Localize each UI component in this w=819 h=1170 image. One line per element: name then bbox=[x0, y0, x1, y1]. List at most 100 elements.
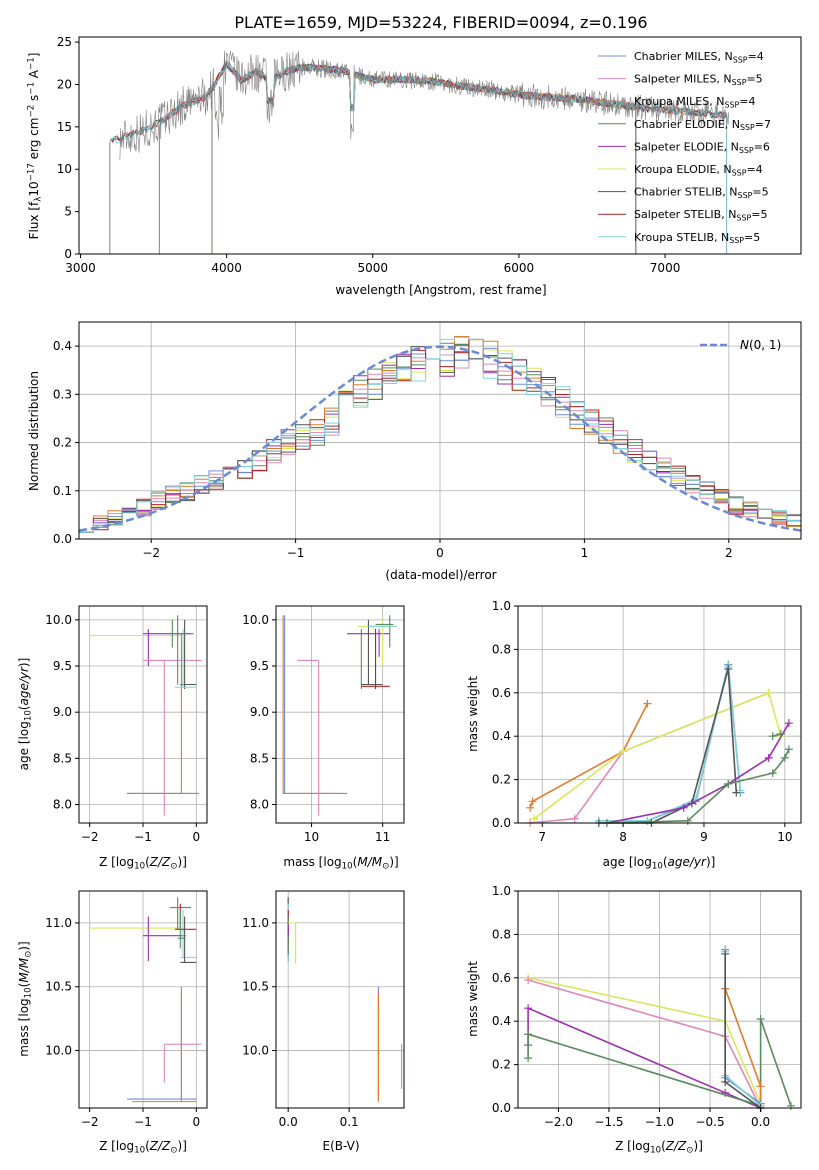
x-tick-label: 0.0 bbox=[751, 1115, 770, 1129]
weight-point bbox=[780, 753, 789, 762]
x-tick-label: 0 bbox=[193, 1115, 201, 1129]
y-tick-label: 0.4 bbox=[492, 1014, 511, 1028]
label-part: Chabrier ELODIE, N bbox=[634, 118, 740, 131]
y-tick-label: 25 bbox=[57, 35, 72, 49]
x-tick-label: −1 bbox=[134, 830, 152, 844]
label-part: Chabrier STELIB, N bbox=[634, 186, 738, 199]
label-part: 10 bbox=[342, 862, 353, 872]
y-axis-label: Flux [fλ10−17 erg cm−2 s−1 A−1] bbox=[26, 53, 43, 240]
label-part: age [log bbox=[603, 855, 652, 869]
label-part: 10 bbox=[24, 710, 34, 721]
model-line-kroupa_miles bbox=[150, 60, 736, 254]
weight-point bbox=[530, 814, 539, 823]
y-tick-label: 1.0 bbox=[492, 884, 511, 898]
label-part: ( bbox=[17, 983, 31, 988]
model-line-kroupa_elodie bbox=[203, 59, 645, 254]
x-tick-label: 3000 bbox=[65, 261, 96, 275]
label-part: N bbox=[740, 338, 749, 352]
label-part: −1 bbox=[26, 82, 36, 95]
label-part: SSP bbox=[736, 214, 751, 223]
y-tick-label: 0.8 bbox=[492, 642, 511, 656]
histogram-series bbox=[78, 336, 802, 539]
x-tick-label: 11 bbox=[375, 830, 390, 844]
weight-point bbox=[732, 788, 741, 797]
label-part: Salpeter ELODIE, N bbox=[634, 140, 739, 153]
label-part: Kroupa ELODIE, N bbox=[634, 163, 732, 176]
y-tick-label: 0.6 bbox=[492, 971, 511, 985]
label-part: SSP bbox=[738, 191, 753, 200]
y-tick-label: 1.0 bbox=[492, 599, 511, 613]
label-part: Z/Z bbox=[665, 1139, 687, 1153]
label-part: ( bbox=[145, 855, 150, 869]
label-part: =5 bbox=[751, 208, 767, 221]
label-part: age/yr bbox=[668, 855, 707, 869]
y-axis-label: age [log10(age/yr)] bbox=[17, 658, 34, 771]
label-part: ( bbox=[663, 855, 668, 869]
weight-line-chabrier_miles bbox=[598, 663, 742, 822]
label-part: 10 bbox=[652, 862, 663, 872]
x-tick-label: −2.0 bbox=[544, 1115, 573, 1129]
x-tick-label: 0.0 bbox=[279, 1115, 298, 1129]
weight-point bbox=[764, 753, 773, 762]
y-tick-label: 10.0 bbox=[242, 1044, 269, 1058]
label-part: SSP bbox=[739, 146, 754, 155]
y-tick-label: 10.5 bbox=[242, 980, 269, 994]
observed-spectrum-line bbox=[119, 50, 730, 160]
y-tick-label: 0.4 bbox=[53, 339, 72, 353]
x-tick-label: 8 bbox=[619, 830, 627, 844]
model-line-chabrier_elodie bbox=[203, 63, 645, 254]
text-layer: 3000 4000 5000 6000 70000510152025wavelength… bbox=[17, 35, 792, 1156]
y-tick-label: 9.0 bbox=[250, 705, 269, 719]
y-tick-label: 11.0 bbox=[45, 916, 72, 930]
weight-point bbox=[776, 730, 785, 739]
y-tick-label: 9.0 bbox=[53, 705, 72, 719]
weight-point bbox=[524, 975, 533, 984]
label-part: ( bbox=[353, 855, 358, 869]
axes-frame bbox=[78, 36, 802, 255]
weight-point bbox=[736, 786, 745, 795]
y-tick-label: 20 bbox=[57, 77, 72, 91]
label-part: ⊙ bbox=[170, 1146, 177, 1156]
y-tick-label: 11.0 bbox=[242, 916, 269, 930]
label-part: Salpeter MILES, N bbox=[634, 73, 732, 86]
y-tick-label: 0.1 bbox=[53, 484, 72, 498]
label-part: mass [log bbox=[283, 855, 341, 869]
legend-entry-normal: N(0, 1) bbox=[740, 338, 781, 352]
label-part: =5 bbox=[746, 73, 762, 86]
weight-line-kroupa_stelib bbox=[598, 665, 742, 822]
label-part: age/yr bbox=[17, 666, 31, 705]
z-age-series bbox=[89, 615, 202, 816]
weight-line-kroupa_miles bbox=[529, 703, 649, 809]
model-line-salpeter_elodie bbox=[203, 62, 645, 254]
label-part: )] bbox=[706, 855, 715, 869]
weight-point bbox=[768, 769, 777, 778]
weight-point bbox=[721, 949, 730, 958]
label-part: −2 bbox=[26, 105, 36, 118]
label-part: erg cm bbox=[27, 118, 41, 164]
y-axis-label: Normed distribution bbox=[27, 371, 41, 491]
legend-entry: Chabrier STELIB, NSSP=5 bbox=[634, 186, 769, 200]
weight-line-chabrier_stelib bbox=[724, 953, 762, 1109]
weight-point bbox=[724, 779, 733, 788]
label-part: Z [log bbox=[99, 1139, 134, 1153]
label-part: )] bbox=[389, 855, 398, 869]
label-part: M/M bbox=[357, 855, 382, 869]
normal-curve-line bbox=[78, 345, 802, 532]
weight-point bbox=[528, 797, 537, 806]
weight-point bbox=[721, 1077, 730, 1086]
y-tick-label: 0.0 bbox=[53, 532, 72, 546]
weight-point bbox=[786, 1101, 795, 1110]
legend-entry: Salpeter STELIB, NSSP=5 bbox=[634, 208, 767, 222]
legend-entry: Salpeter ELODIE, NSSP=6 bbox=[634, 140, 770, 154]
x-axis-label: Z [log10(Z/Z⊙)] bbox=[615, 1139, 703, 1156]
label-part: =5 bbox=[744, 231, 760, 244]
model-line-salpeter_stelib bbox=[100, 63, 736, 254]
y-tick-label: 0.0 bbox=[492, 1101, 511, 1115]
weight-line-salpeter_elodie bbox=[606, 722, 790, 824]
spectrum-series bbox=[100, 50, 736, 254]
axes-frame bbox=[275, 605, 405, 824]
weight-point bbox=[524, 1054, 533, 1063]
legend-entry: Salpeter MILES, NSSP=5 bbox=[634, 73, 763, 87]
weight-point bbox=[756, 1082, 765, 1091]
